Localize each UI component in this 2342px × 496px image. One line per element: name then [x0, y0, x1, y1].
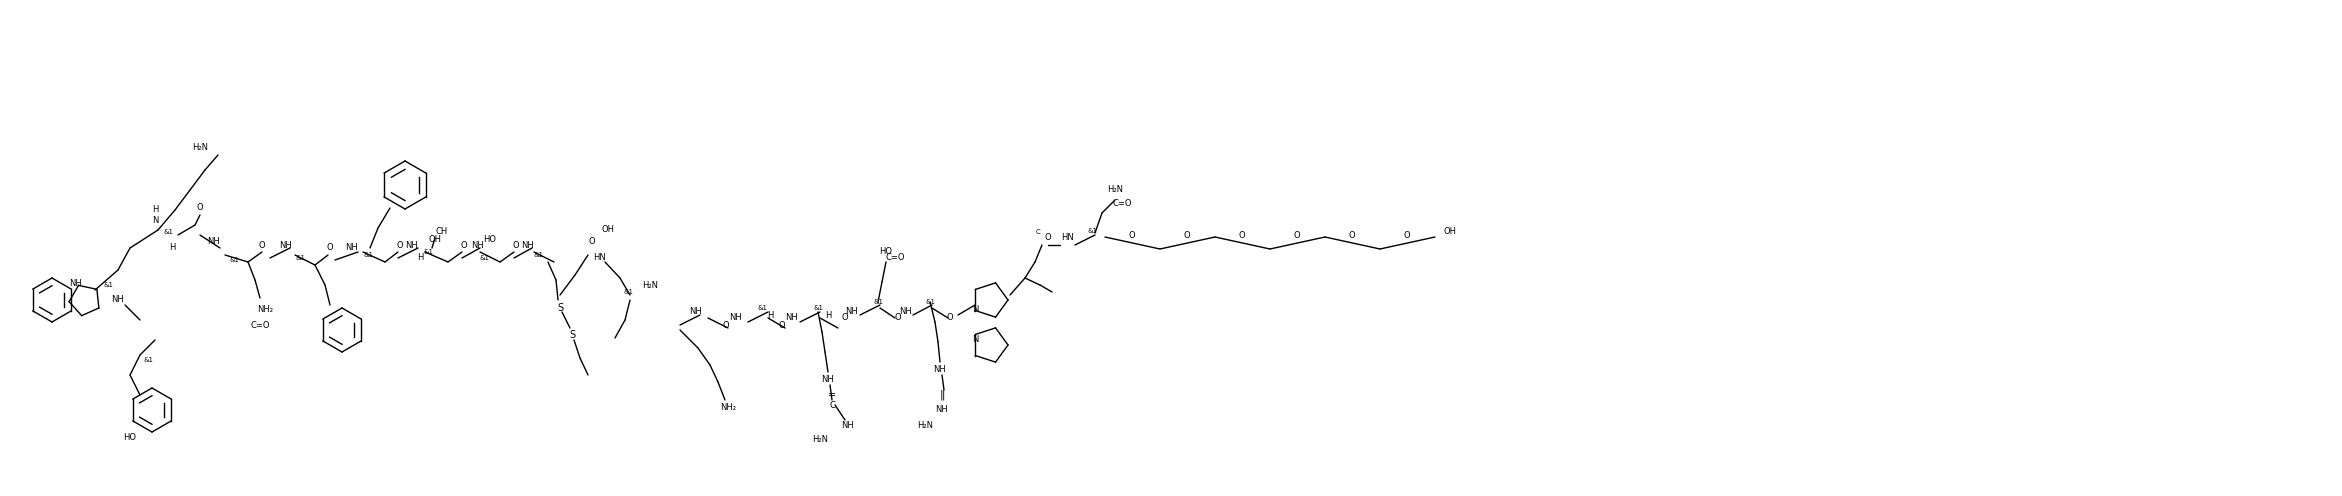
- Text: H: H: [766, 310, 773, 319]
- Text: &1: &1: [925, 299, 934, 305]
- Text: H₂N: H₂N: [918, 421, 932, 430]
- Text: N: N: [972, 335, 979, 345]
- Text: O: O: [841, 313, 848, 322]
- Text: NH: NH: [841, 421, 855, 430]
- Text: O: O: [258, 241, 265, 249]
- Text: H₂N: H₂N: [192, 143, 208, 152]
- Text: &1: &1: [623, 289, 632, 295]
- Text: &1: &1: [1087, 228, 1096, 234]
- Text: O: O: [1129, 231, 1136, 240]
- Text: N: N: [972, 306, 979, 314]
- Text: NH: NH: [785, 313, 799, 322]
- Text: H: H: [417, 253, 424, 262]
- Text: &1: &1: [295, 255, 304, 261]
- Text: NH: NH: [208, 238, 220, 247]
- Text: O: O: [326, 244, 333, 252]
- Text: &1: &1: [230, 257, 239, 263]
- Text: &1: &1: [874, 299, 883, 305]
- Text: C=O: C=O: [885, 253, 904, 262]
- Text: O: O: [1239, 231, 1246, 240]
- Text: H
N: H N: [152, 205, 159, 225]
- Text: S: S: [557, 303, 562, 313]
- Text: NH: NH: [845, 307, 860, 315]
- Text: =: =: [829, 390, 836, 400]
- Text: H₂N: H₂N: [642, 281, 658, 290]
- Text: H₂N: H₂N: [813, 435, 829, 444]
- Text: OH: OH: [429, 236, 443, 245]
- Text: C: C: [829, 400, 836, 410]
- Text: &1: &1: [363, 252, 372, 258]
- Text: NH: NH: [347, 244, 358, 252]
- Text: ‖: ‖: [939, 390, 944, 400]
- Text: NH: NH: [899, 307, 911, 315]
- Text: &1: &1: [480, 255, 489, 261]
- Text: O: O: [895, 313, 902, 322]
- Text: HN: HN: [1061, 233, 1075, 242]
- Text: &1: &1: [534, 252, 543, 258]
- Text: NH: NH: [68, 278, 82, 288]
- Text: O: O: [1403, 231, 1410, 240]
- Text: NH: NH: [522, 241, 534, 249]
- Text: CH: CH: [436, 228, 447, 237]
- Text: &1: &1: [143, 357, 152, 363]
- Text: HO: HO: [881, 248, 892, 256]
- Text: NH: NH: [279, 241, 290, 249]
- Text: &1: &1: [756, 305, 766, 311]
- Text: &1: &1: [813, 305, 822, 311]
- Text: OH: OH: [602, 226, 614, 235]
- Text: H: H: [824, 310, 831, 319]
- Text: O: O: [946, 313, 953, 322]
- Text: NH: NH: [934, 406, 949, 415]
- Text: &1: &1: [424, 249, 433, 255]
- Text: C=O: C=O: [251, 320, 269, 329]
- Text: O: O: [1183, 231, 1190, 240]
- Text: HO: HO: [482, 236, 497, 245]
- Text: NH: NH: [405, 241, 419, 249]
- Text: NH: NH: [110, 296, 124, 305]
- Text: O: O: [588, 238, 595, 247]
- Text: O: O: [1349, 231, 1356, 240]
- Text: HO: HO: [124, 434, 136, 442]
- Text: HN: HN: [593, 253, 607, 262]
- Text: OH: OH: [1443, 228, 1457, 237]
- Text: C: C: [1035, 229, 1040, 235]
- Text: O: O: [1293, 231, 1300, 240]
- Text: O: O: [1045, 234, 1052, 243]
- Text: &1: &1: [164, 229, 173, 235]
- Text: H₂N: H₂N: [1108, 186, 1124, 194]
- Text: H: H: [169, 244, 176, 252]
- Text: O: O: [724, 320, 728, 329]
- Text: O: O: [513, 241, 520, 249]
- Text: NH₂: NH₂: [719, 404, 735, 413]
- Text: O: O: [396, 241, 403, 249]
- Text: NH₂: NH₂: [258, 306, 274, 314]
- Text: C=O: C=O: [1112, 198, 1131, 207]
- Text: NH: NH: [934, 366, 946, 374]
- Text: NH: NH: [689, 308, 703, 316]
- Text: NH: NH: [822, 375, 834, 384]
- Text: &1: &1: [103, 282, 112, 288]
- Text: O: O: [778, 320, 785, 329]
- Text: NH: NH: [471, 241, 485, 249]
- Text: S: S: [569, 330, 576, 340]
- Text: NH: NH: [728, 313, 742, 322]
- Text: O: O: [197, 203, 204, 212]
- Text: O: O: [461, 241, 468, 249]
